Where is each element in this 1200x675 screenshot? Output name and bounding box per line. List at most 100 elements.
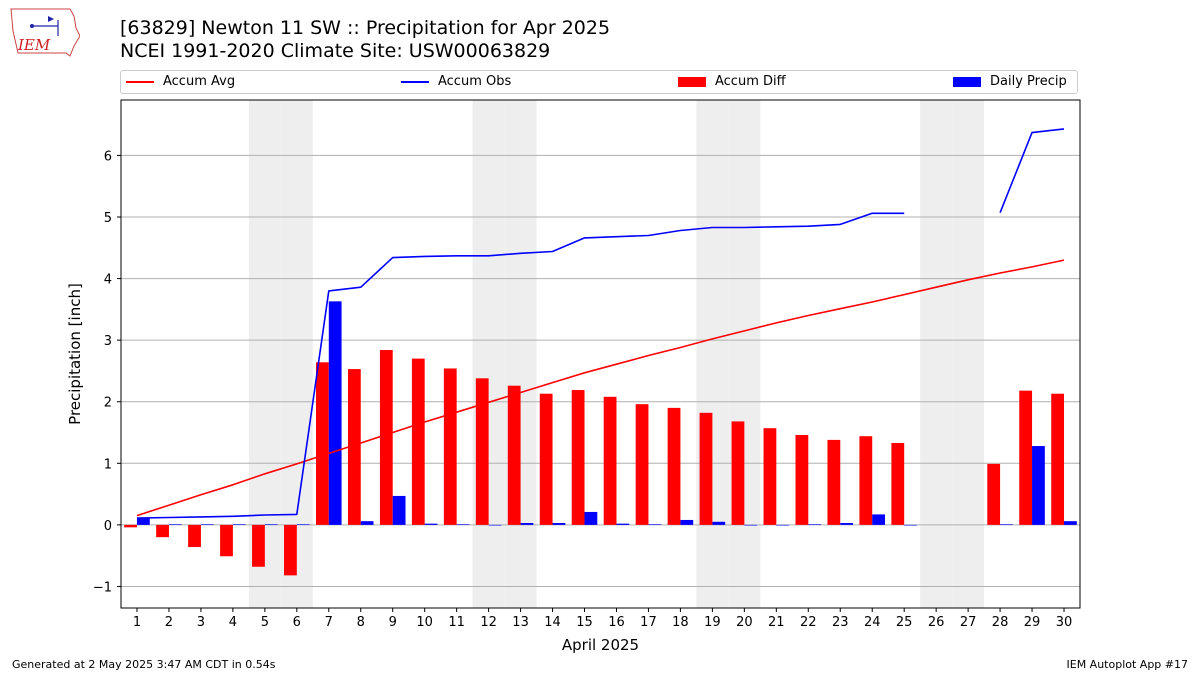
legend-label-accum-obs: Accum Obs — [438, 74, 512, 89]
x-tick-label: 13 — [512, 615, 529, 630]
chart-subtitle: NCEI 1991-2020 Climate Site: USW00063829 — [120, 40, 551, 62]
x-axis-label: April 2025 — [562, 636, 639, 654]
weekend-shade-day-13 — [504, 100, 537, 608]
accum-diff-bar — [507, 385, 521, 525]
accum-diff-bar — [699, 412, 713, 525]
chart-title: [63829] Newton 11 SW :: Precipitation fo… — [120, 17, 611, 39]
y-tick-label: 4 — [104, 273, 112, 288]
x-tick-label: 21 — [768, 615, 785, 630]
daily-precip-bar — [1032, 446, 1045, 525]
y-tick-label: −1 — [93, 580, 112, 595]
logo-text: IEM — [17, 36, 51, 54]
daily-precip-bar — [328, 301, 342, 525]
daily-precip-bar — [904, 524, 917, 526]
accum-diff-bar — [731, 421, 745, 525]
iem-logo: IEM — [10, 8, 80, 57]
x-tick-label: 30 — [1056, 615, 1073, 630]
x-tick-label: 2 — [165, 615, 173, 630]
x-tick-label: 25 — [896, 615, 913, 630]
legend-label-accum-diff: Accum Diff — [715, 74, 786, 89]
x-tick-label: 1 — [133, 615, 141, 630]
legend-swatch-daily-precip — [953, 76, 981, 87]
x-tick-label: 4 — [229, 615, 237, 630]
lines-layer — [136, 128, 1065, 519]
x-tick-label: 27 — [960, 615, 977, 630]
x-tick-label: 23 — [832, 615, 849, 630]
weekend-shade-day-27 — [952, 100, 985, 608]
legend-swatch-accum-obs — [401, 80, 429, 83]
accum-diff-bar — [795, 434, 809, 525]
daily-precip-bar — [488, 524, 502, 526]
accum-diff-bar — [220, 524, 233, 557]
accum-diff-bar — [539, 393, 553, 525]
daily-precip-bar — [584, 511, 598, 525]
legend-item-accum-obs: Accum Obs — [401, 74, 511, 90]
daily-precip-bar — [1064, 521, 1077, 525]
accum-diff-bar — [571, 390, 585, 525]
legend-item-daily-precip: Daily Precip — [953, 74, 1067, 90]
daily-precip-bar — [232, 524, 246, 525]
weekend-shade-day-12 — [472, 100, 505, 608]
accum-diff-bar — [315, 362, 329, 525]
weekend-shade-day-6 — [280, 100, 313, 608]
accum-diff-bar — [411, 358, 425, 525]
accum-avg-line — [136, 259, 1065, 517]
daily-precip-bar — [648, 524, 662, 525]
x-tick-label: 26 — [928, 615, 945, 630]
accum-diff-bar — [1019, 390, 1033, 525]
x-tick-label: 3 — [197, 615, 205, 630]
accum-obs-line — [999, 128, 1065, 213]
accum-diff-bar — [124, 524, 137, 528]
daily-precip-bar — [872, 514, 886, 525]
y-tick-label: 2 — [104, 396, 112, 411]
daily-precip-bar — [712, 521, 726, 525]
daily-precip-bar — [1000, 524, 1013, 525]
accum-diff-bar — [252, 524, 265, 567]
accum-obs-line — [136, 212, 905, 519]
x-tick-label: 20 — [736, 615, 753, 630]
x-tick-label: 9 — [389, 615, 397, 630]
x-tick-label: 24 — [864, 615, 881, 630]
daily-precip-bar — [200, 524, 214, 525]
x-tick-label: 15 — [576, 615, 593, 630]
daily-precip-bar — [616, 523, 630, 525]
x-tick-label: 10 — [416, 615, 433, 630]
daily-precip-bar — [168, 524, 182, 525]
daily-precip-bar — [744, 524, 758, 526]
daily-precip-bar — [808, 524, 822, 525]
y-tick-label: 1 — [104, 457, 112, 472]
accum-diff-bar — [1051, 393, 1065, 525]
daily-precip-bar — [456, 524, 470, 525]
x-tick-label: 6 — [293, 615, 301, 630]
footer-generated-text: Generated at 2 May 2025 3:47 AM CDT in 0… — [12, 658, 276, 671]
x-tick-label: 17 — [640, 615, 657, 630]
legend-item-accum-diff: Accum Diff — [678, 74, 786, 90]
accum-diff-bar — [188, 524, 201, 548]
weekend-shading-layer — [248, 100, 985, 608]
x-tick-label: 28 — [992, 615, 1009, 630]
x-tick-label: 14 — [544, 615, 561, 630]
daily-precip-bar — [520, 523, 534, 525]
accum-diff-bar — [827, 439, 841, 525]
y-tick-label: 3 — [104, 334, 112, 349]
x-tick-label: 5 — [261, 615, 269, 630]
x-tick-label: 22 — [800, 615, 817, 630]
daily-precip-bar — [680, 519, 694, 525]
x-tick-label: 16 — [608, 615, 625, 630]
chart-legend: Accum Avg Accum Obs Accum Diff Daily Pre… — [120, 70, 1078, 94]
x-tick-label: 29 — [1024, 615, 1041, 630]
accum-diff-bar — [443, 368, 457, 525]
daily-precip-bar — [360, 521, 374, 525]
accum-diff-bar — [891, 442, 905, 525]
daily-precip-bar — [840, 523, 854, 525]
accum-diff-bar — [284, 524, 297, 576]
accum-diff-bar — [379, 349, 393, 525]
y-tick-label: 5 — [104, 211, 112, 226]
plot-frame — [120, 99, 1081, 609]
iowa-state-outline — [10, 8, 80, 57]
x-tick-label: 7 — [325, 615, 333, 630]
legend-swatch-accum-avg — [126, 80, 154, 83]
weekend-shade-day-26 — [920, 100, 953, 608]
